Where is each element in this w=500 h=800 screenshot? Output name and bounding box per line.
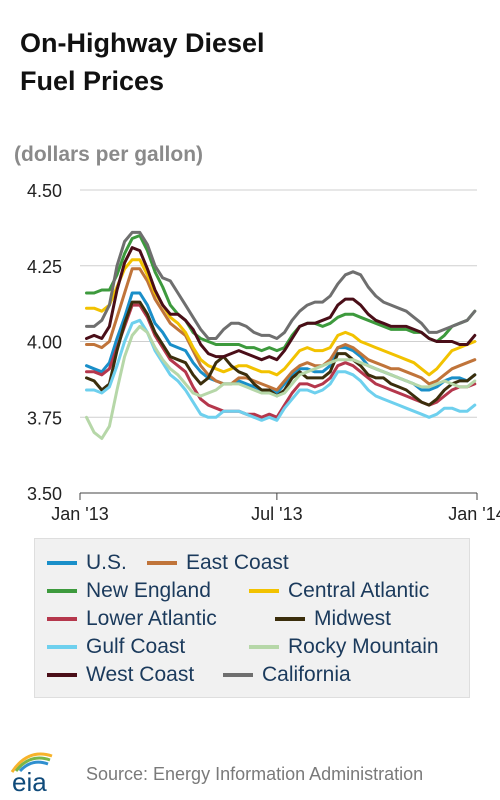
legend-swatch: [47, 645, 77, 649]
legend-label: Rocky Mountain: [288, 635, 439, 658]
legend-item: Midwest: [275, 607, 391, 631]
series-line-west-coast: [85, 246, 477, 362]
legend-item: Central Atlantic: [249, 579, 429, 603]
legend-label: West Coast: [86, 663, 195, 686]
y-tick-label: 4.25: [27, 257, 62, 277]
legend-label: Central Atlantic: [288, 579, 430, 602]
series-line-east-coast: [85, 267, 477, 392]
x-tick-label: Jan '14: [448, 504, 500, 524]
legend-item: California: [223, 663, 351, 687]
x-tick-label: Jul '13: [251, 504, 302, 524]
legend-label: California: [262, 663, 351, 686]
legend-item: U.S.: [47, 551, 127, 575]
y-tick-label: 4.50: [27, 181, 62, 201]
legend-swatch: [249, 645, 279, 649]
sunburst-icon: [10, 752, 53, 773]
chart-title-line-2: Fuel Prices: [20, 66, 165, 96]
legend: U.S. East Coast New England Central Atlanti…: [34, 538, 470, 698]
series-line-central-atlantic: [85, 258, 477, 377]
y-tick-label: 3.75: [27, 408, 62, 428]
legend-swatch: [47, 673, 77, 677]
series-line-california: [85, 230, 477, 340]
legend-swatch: [223, 673, 253, 677]
legend-label: U.S.: [86, 551, 127, 574]
footer: eia Source: Energy Information Administr…: [0, 740, 500, 800]
legend-item: Gulf Coast: [47, 635, 185, 659]
source-note: Source: Energy Information Administratio…: [86, 764, 424, 784]
series-layer: [85, 230, 477, 440]
y-tick-label: 4.00: [27, 333, 62, 353]
legend-label: Gulf Coast: [86, 635, 186, 658]
legend-swatch: [275, 617, 305, 621]
legend-item: Lower Atlantic: [47, 607, 217, 631]
chart-title: On-Highway Diesel Fuel Prices: [20, 24, 480, 100]
legend-item: West Coast: [47, 663, 194, 687]
legend-label: East Coast: [186, 551, 289, 574]
legend-swatch: [147, 561, 177, 565]
legend-item: New England: [47, 579, 211, 603]
chart-title-line-1: On-Highway Diesel: [20, 28, 265, 58]
legend-label: New England: [86, 579, 211, 602]
legend-label: Lower Atlantic: [86, 607, 217, 630]
legend-item: East Coast: [147, 551, 289, 575]
legend-swatch: [249, 589, 279, 593]
series-line-rocky-mountain: [85, 324, 477, 440]
eia-logo: eia: [10, 752, 53, 796]
legend-label: Midwest: [314, 607, 392, 630]
legend-swatch: [47, 561, 77, 565]
legend-swatch: [47, 589, 77, 593]
legend-item: Rocky Mountain: [249, 635, 439, 659]
y-axis-units: (dollars per gallon): [14, 143, 204, 166]
series-line-lower-atlantic: [85, 303, 477, 419]
x-tick-label: Jan '13: [51, 504, 108, 524]
y-tick-label: 3.50: [27, 484, 62, 504]
legend-swatch: [47, 617, 77, 621]
series-line-new-england: [85, 234, 477, 353]
eia-logo-text: eia: [12, 767, 47, 796]
